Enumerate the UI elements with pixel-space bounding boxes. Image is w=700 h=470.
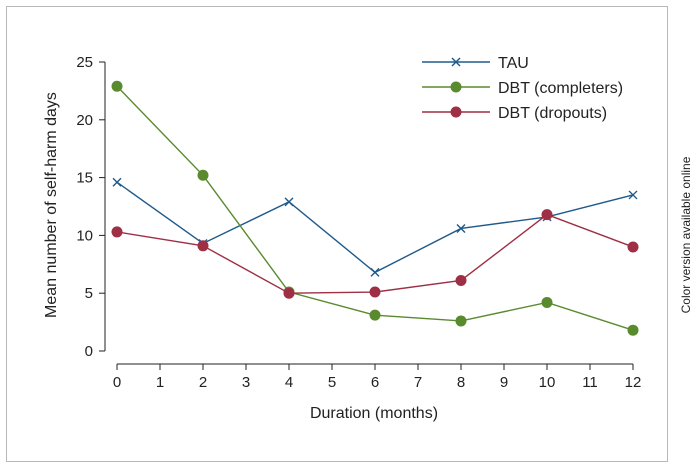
y-tick-label: 20 [76,112,93,129]
legend-label: DBT (dropouts) [498,105,607,122]
data-point-stroke [628,190,638,200]
x-tick-label: 12 [625,374,642,391]
data-point [627,324,639,336]
legend-item: DBT (dropouts) [422,105,607,122]
data-point [369,286,381,298]
data-point [369,309,381,321]
data-point-stroke [370,267,380,277]
series-tau [112,177,638,277]
legend-label: TAU [498,55,529,72]
x-tick-label: 11 [582,374,598,391]
series-line [116,213,634,294]
series-line [116,181,634,274]
figure-frame [6,6,668,462]
x-tick-label: 5 [328,374,336,391]
x-axis-label: Duration (months) [310,405,438,422]
series-dbt-completers [111,80,639,336]
data-point [112,177,122,187]
data-point [541,209,553,221]
data-point [451,57,461,67]
data-point-stroke [112,177,122,187]
x-tick-label: 7 [414,374,422,391]
data-point [541,296,553,308]
x-tick-label: 8 [457,374,465,391]
y-tick-label: 10 [76,227,93,244]
data-point [450,106,462,118]
data-point [628,190,638,200]
data-point-stroke [284,197,294,207]
x-tick-label: 2 [199,374,207,391]
data-point [283,287,295,299]
y-tick-label: 15 [76,170,93,187]
y-axis-label: Mean number of self-harm days [43,92,60,318]
data-point [450,81,462,93]
data-point-stroke [456,223,466,233]
legend-label: DBT (completers) [498,80,623,97]
y-tick-label: 0 [85,343,93,360]
data-point [197,240,209,252]
data-point [197,169,209,181]
x-tick-label: 3 [242,374,250,391]
data-point [111,80,123,92]
x-tick-label: 10 [539,374,556,391]
color-version-note-text: Color version available online [679,156,693,314]
x-tick-label: 1 [156,374,164,391]
series-dbt-dropouts [111,209,639,299]
data-point [456,223,466,233]
legend-item: DBT (completers) [422,80,623,97]
x-tick-label: 4 [285,374,293,391]
data-point [455,315,467,327]
data-point [111,226,123,238]
chart-series [111,80,639,336]
x-tick-label: 6 [371,374,379,391]
data-point [455,274,467,286]
data-point [370,267,380,277]
legend-item: TAU [422,55,529,72]
chart-legend: TAU DBT (completers) DBT (dropouts) [422,55,623,122]
data-point [284,197,294,207]
y-tick-label: 25 [76,54,93,71]
y-tick-label: 5 [85,285,93,302]
data-point [627,241,639,253]
data-point-stroke [451,57,461,67]
x-tick-label: 0 [113,374,121,391]
x-tick-label: 9 [500,374,508,391]
